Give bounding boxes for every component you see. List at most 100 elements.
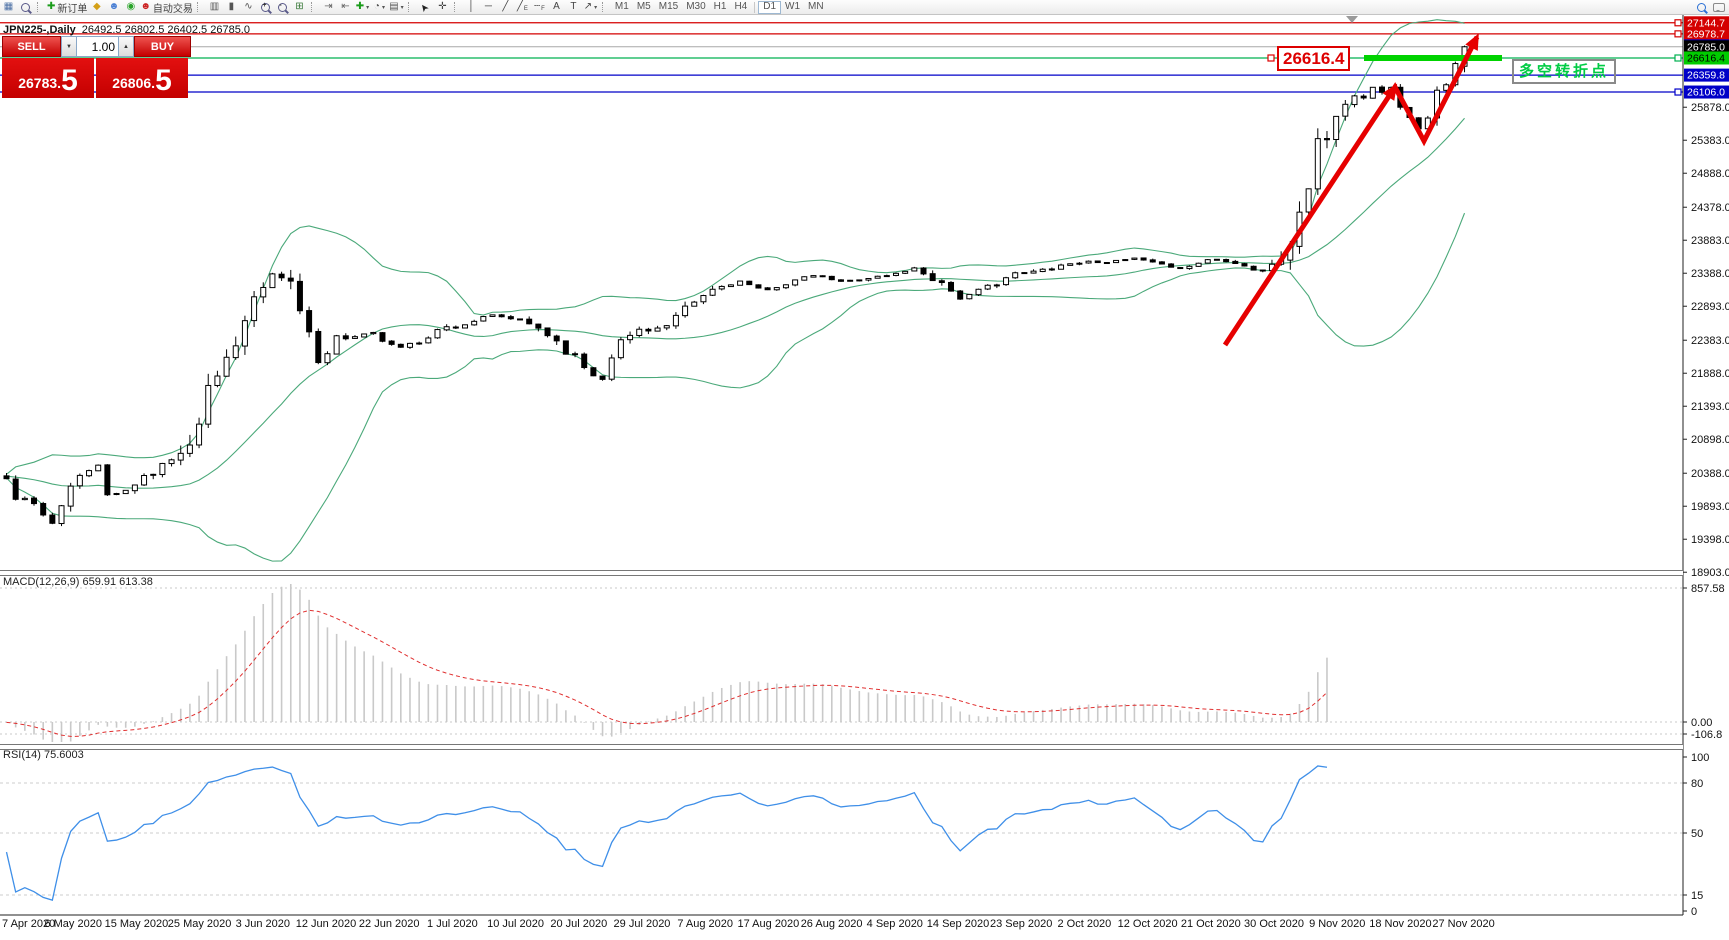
svg-text:12 Oct 2020: 12 Oct 2020 bbox=[1118, 918, 1178, 930]
signal-icon[interactable]: ◉ bbox=[126, 1, 136, 12]
macd-signal-line bbox=[6, 609, 1328, 737]
svg-text:7 Aug 2020: 7 Aug 2020 bbox=[677, 918, 733, 930]
hline-icon[interactable]: ─ bbox=[484, 1, 492, 12]
svg-text:80: 80 bbox=[1691, 778, 1703, 790]
volume-decrease-button[interactable]: ▼ bbox=[61, 36, 77, 57]
timeframe-d1-button[interactable]: D1 bbox=[758, 0, 782, 14]
cursor-icon[interactable]: ➤ bbox=[418, 0, 432, 14]
macd-panel[interactable]: 857.58 0.00-106.8 bbox=[0, 574, 1725, 744]
svg-text:20898.0: 20898.0 bbox=[1691, 434, 1729, 446]
chat-icon[interactable] bbox=[1710, 1, 1727, 14]
timeframe-h4-button[interactable]: H4 bbox=[734, 1, 748, 12]
label-line-handle bbox=[1267, 54, 1275, 62]
chart-shift-icon[interactable]: ⇤ bbox=[341, 1, 350, 12]
svg-text:23883.0: 23883.0 bbox=[1691, 235, 1729, 247]
svg-text:100: 100 bbox=[1691, 752, 1709, 764]
toolbar-separator bbox=[407, 2, 414, 12]
svg-text:10 Jul 2020: 10 Jul 2020 bbox=[487, 918, 544, 930]
svg-text:29 Jul 2020: 29 Jul 2020 bbox=[614, 918, 671, 930]
sell-button[interactable]: SELL bbox=[2, 36, 61, 57]
svg-text:24378.0: 24378.0 bbox=[1691, 202, 1729, 214]
svg-text:0.00: 0.00 bbox=[1691, 717, 1712, 729]
svg-text:0: 0 bbox=[1691, 906, 1697, 918]
svg-text:25 May 2020: 25 May 2020 bbox=[168, 918, 232, 930]
svg-text:19398.0: 19398.0 bbox=[1691, 534, 1729, 546]
rsi-current-value: 75.6003 bbox=[43, 749, 84, 761]
volume-input[interactable]: 1.00 bbox=[77, 36, 118, 57]
channel-icon[interactable]: ╱ E bbox=[516, 1, 528, 13]
toolbar-separator bbox=[196, 2, 203, 12]
zoom-in-icon[interactable]: + bbox=[257, 1, 274, 14]
line-handle bbox=[1674, 54, 1682, 62]
timeframe-w1-button[interactable]: W1 bbox=[785, 1, 801, 12]
svg-text:23388.0: 23388.0 bbox=[1691, 268, 1729, 280]
bar-chart-icon[interactable]: ▥ bbox=[209, 1, 220, 12]
price-level-annotation[interactable]: 26616.4 bbox=[1277, 46, 1351, 71]
svg-text:19893.0: 19893.0 bbox=[1691, 501, 1729, 513]
pivot-point-annotation[interactable]: 多空转折点 bbox=[1512, 59, 1617, 84]
window-chart-icon[interactable]: ▦ bbox=[3, 1, 14, 12]
svg-text:20 Jul 2020: 20 Jul 2020 bbox=[550, 918, 607, 930]
arrows-icon[interactable]: ↗ ▾ bbox=[583, 1, 598, 12]
rsi-panel[interactable]: 100 80 50 15 0 bbox=[0, 748, 1709, 918]
svg-text:18 Nov 2020: 18 Nov 2020 bbox=[1369, 918, 1431, 930]
text-icon[interactable]: A bbox=[553, 1, 560, 12]
timeframe-mn-button[interactable]: MN bbox=[808, 1, 824, 12]
bollinger-middle bbox=[6, 117, 1465, 489]
svg-text:6 May 2020: 6 May 2020 bbox=[44, 918, 101, 930]
sell-price-button[interactable]: 26783. 5 bbox=[2, 58, 94, 98]
buy-button[interactable]: BUY bbox=[134, 36, 191, 57]
template-icon[interactable]: ▤ ▾ bbox=[389, 1, 404, 12]
line-handle bbox=[1674, 88, 1682, 96]
svg-text:-106.8: -106.8 bbox=[1691, 729, 1722, 741]
main-plot-area[interactable] bbox=[0, 15, 1683, 570]
crosshair-icon[interactable]: ✛ bbox=[438, 1, 447, 12]
profile-icon[interactable]: ☻ bbox=[108, 1, 120, 12]
trendline-icon[interactable]: ╱ bbox=[502, 1, 509, 12]
chart-objects[interactable] bbox=[1222, 16, 1682, 347]
timeframe-m1-button[interactable]: M1 bbox=[614, 1, 629, 12]
svg-text:9 Nov 2020: 9 Nov 2020 bbox=[1309, 918, 1365, 930]
svg-text:30 Oct 2020: 30 Oct 2020 bbox=[1244, 918, 1304, 930]
macd-panel-separator[interactable] bbox=[0, 570, 1683, 576]
line-handle bbox=[1674, 19, 1682, 27]
buy-price-button[interactable]: 26806. 5 bbox=[96, 58, 188, 98]
zoom-out-icon[interactable]: - bbox=[274, 1, 291, 14]
rsi-panel-separator[interactable] bbox=[0, 744, 1683, 750]
new-order-icon[interactable]: ✚ 新订单 bbox=[47, 1, 88, 15]
svg-text:14 Sep 2020: 14 Sep 2020 bbox=[927, 918, 989, 930]
label-icon[interactable]: T bbox=[570, 1, 577, 12]
macd-label: MACD(12,26,9) 659.91 613.38 bbox=[3, 576, 153, 588]
timeframe-m5-button[interactable]: M5 bbox=[636, 1, 651, 12]
svg-text:27144.7: 27144.7 bbox=[1687, 17, 1725, 29]
gold-icon[interactable]: ◆ bbox=[93, 1, 101, 12]
search-icon[interactable] bbox=[1693, 1, 1710, 14]
tile-windows-icon[interactable]: ⊞ bbox=[295, 1, 304, 12]
add-indicator-icon[interactable]: ✚ ▾ bbox=[355, 1, 370, 12]
svg-text:23 Sep 2020: 23 Sep 2020 bbox=[990, 918, 1052, 930]
timeframe-h1-button[interactable]: H1 bbox=[713, 1, 727, 12]
svg-text:24888.0: 24888.0 bbox=[1691, 168, 1729, 180]
volume-increase-button[interactable]: ▲ bbox=[118, 36, 134, 57]
svg-text:26106.0: 26106.0 bbox=[1687, 87, 1725, 99]
toolbar-separator bbox=[37, 2, 43, 12]
svg-text:22383.0: 22383.0 bbox=[1691, 335, 1729, 347]
candlestick-chart-icon[interactable]: ▮ bbox=[228, 1, 235, 12]
svg-text:21 Oct 2020: 21 Oct 2020 bbox=[1181, 918, 1241, 930]
timeframe-m15-button[interactable]: M15 bbox=[658, 1, 679, 12]
ask-integer: 26806 bbox=[112, 75, 152, 91]
auto-trading-icon[interactable]: ☻ 自动交易 bbox=[140, 1, 193, 15]
fibonacci-icon[interactable]: ┄ F bbox=[534, 1, 545, 13]
vline-icon[interactable]: │ bbox=[468, 1, 475, 12]
line-chart-icon[interactable]: ∿ bbox=[244, 1, 253, 12]
auto-scroll-icon[interactable]: ⇥ bbox=[324, 1, 333, 12]
arrowhead bbox=[1465, 33, 1479, 51]
svg-text:26 Aug 2020: 26 Aug 2020 bbox=[801, 918, 863, 930]
period-icon[interactable]: ◔ ▾ bbox=[373, 1, 385, 12]
find-symbol-icon[interactable] bbox=[17, 1, 34, 14]
timeframe-m30-button[interactable]: M30 bbox=[686, 1, 706, 12]
bollinger-bands bbox=[6, 19, 1466, 562]
trend-zigzag-arrow bbox=[1222, 35, 1480, 347]
